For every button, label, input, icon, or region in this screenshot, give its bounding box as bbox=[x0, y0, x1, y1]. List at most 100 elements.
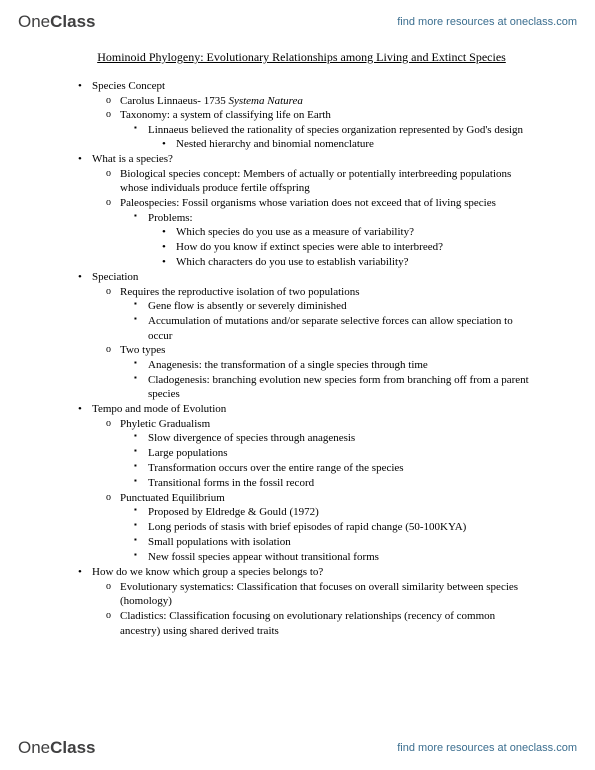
list-item: ▪Transformation occurs over the entire r… bbox=[148, 461, 531, 476]
list-item: o Biological species concept: Members of… bbox=[120, 167, 531, 196]
bullet-icon: ▪ bbox=[134, 476, 137, 487]
list-item: o Two types ▪Anagenesis: the transformat… bbox=[120, 343, 531, 401]
item-text: Small populations with isolation bbox=[148, 536, 291, 548]
item-text: Long periods of stasis with brief episod… bbox=[148, 521, 466, 533]
document-title: Hominoid Phylogeny: Evolutionary Relatio… bbox=[72, 50, 531, 65]
bullet-icon: ▪ bbox=[134, 461, 137, 472]
list-item: o Phyletic Gradualism ▪Slow divergence o… bbox=[120, 417, 531, 491]
bullet-icon: o bbox=[106, 108, 111, 121]
item-text: Requires the reproductive isolation of t… bbox=[120, 286, 360, 298]
bullet-icon: ▪ bbox=[134, 358, 137, 369]
list-item: oEvolutionary systematics: Classificatio… bbox=[120, 580, 531, 609]
list-item: ▪Small populations with isolation bbox=[148, 535, 531, 550]
item-text: Proposed by Eldredge & Gould (1972) bbox=[148, 506, 319, 518]
bullet-icon: o bbox=[106, 196, 111, 209]
list-item: •How do you know if extinct species were… bbox=[176, 240, 531, 255]
bullet-icon: • bbox=[78, 565, 82, 580]
header-resources-link[interactable]: find more resources at oneclass.com bbox=[397, 16, 577, 28]
bullet-icon: • bbox=[78, 79, 82, 94]
list-item: ▪Slow divergence of species through anag… bbox=[148, 431, 531, 446]
item-text: Phyletic Gradualism bbox=[120, 418, 210, 430]
bullet-icon: ▪ bbox=[134, 431, 137, 442]
section-speciation: • Speciation o Requires the reproductive… bbox=[92, 270, 531, 402]
bullet-icon: ▪ bbox=[134, 520, 137, 531]
list-item: ▪ Problems: •Which species do you use as… bbox=[148, 211, 531, 270]
footer-resources-link[interactable]: find more resources at oneclass.com bbox=[397, 742, 577, 754]
list-item: o Punctuated Equilibrium ▪Proposed by El… bbox=[120, 491, 531, 565]
bullet-icon: • bbox=[162, 137, 166, 152]
item-text: Biological species concept: Members of a… bbox=[120, 168, 511, 195]
item-text: Carolus Linnaeus- 1735 Systema Naturea bbox=[120, 95, 303, 107]
list-item: o Paleospecies: Fossil organisms whose v… bbox=[120, 196, 531, 269]
list-item: ▪Transitional forms in the fossil record bbox=[148, 476, 531, 491]
page-footer: OneClass find more resources at oneclass… bbox=[0, 726, 595, 770]
bullet-icon: o bbox=[106, 167, 111, 180]
bullet-icon: • bbox=[78, 402, 82, 417]
item-text: Cladogenesis: branching evolution new sp… bbox=[148, 374, 529, 401]
item-text: Paleospecies: Fossil organisms whose var… bbox=[120, 197, 496, 209]
bullet-icon: ▪ bbox=[134, 314, 137, 325]
item-text: Nested hierarchy and binomial nomenclatu… bbox=[176, 138, 374, 150]
logo-text-class: Class bbox=[50, 738, 95, 758]
item-text: Linnaeus believed the rationality of spe… bbox=[148, 124, 523, 136]
bullet-icon: • bbox=[78, 270, 82, 285]
list-item: o Requires the reproductive isolation of… bbox=[120, 285, 531, 343]
item-text: Which species do you use as a measure of… bbox=[176, 226, 414, 238]
bullet-icon: o bbox=[106, 94, 111, 107]
document-body: Hominoid Phylogeny: Evolutionary Relatio… bbox=[0, 44, 595, 638]
logo-text-one: One bbox=[18, 738, 50, 758]
heading-text: What is a species? bbox=[92, 153, 173, 165]
bullet-icon: • bbox=[78, 152, 82, 167]
item-text: Evolutionary systematics: Classification… bbox=[120, 581, 518, 608]
brand-logo: OneClass bbox=[18, 12, 96, 32]
bullet-icon: o bbox=[106, 343, 111, 356]
bullet-icon: ▪ bbox=[134, 505, 137, 516]
outline-root: • Species Concept o Carolus Linnaeus- 17… bbox=[72, 79, 531, 638]
section-classification: • How do we know which group a species b… bbox=[92, 565, 531, 638]
item-text: Accumulation of mutations and/or separat… bbox=[148, 315, 513, 342]
section-species-concept: • Species Concept o Carolus Linnaeus- 17… bbox=[92, 79, 531, 152]
item-text: Taxonomy: a system of classifying life o… bbox=[120, 109, 331, 121]
item-text: Gene flow is absently or severely dimini… bbox=[148, 300, 347, 312]
bullet-icon: ▪ bbox=[134, 446, 137, 457]
bullet-icon: ▪ bbox=[134, 373, 137, 384]
list-item: •Which characters do you use to establis… bbox=[176, 255, 531, 270]
list-item: oCladistics: Classification focusing on … bbox=[120, 609, 531, 638]
item-text: Anagenesis: the transformation of a sing… bbox=[148, 359, 428, 371]
list-item: • Nested hierarchy and binomial nomencla… bbox=[176, 137, 531, 152]
heading-text: How do we know which group a species bel… bbox=[92, 566, 323, 578]
item-text: Two types bbox=[120, 344, 165, 356]
item-text: Transitional forms in the fossil record bbox=[148, 477, 314, 489]
brand-logo: OneClass bbox=[18, 738, 96, 758]
logo-text-one: One bbox=[18, 12, 50, 32]
item-text: Slow divergence of species through anage… bbox=[148, 432, 355, 444]
bullet-icon: o bbox=[106, 580, 111, 593]
list-item: ▪Proposed by Eldredge & Gould (1972) bbox=[148, 505, 531, 520]
heading-text: Species Concept bbox=[92, 80, 165, 92]
list-item: ▪New fossil species appear without trans… bbox=[148, 550, 531, 565]
item-text: New fossil species appear without transi… bbox=[148, 551, 379, 563]
list-item: ▪Long periods of stasis with brief episo… bbox=[148, 520, 531, 535]
section-what-is-species: • What is a species? o Biological specie… bbox=[92, 152, 531, 269]
list-item: ▪Cladogenesis: branching evolution new s… bbox=[148, 373, 531, 402]
list-item: ▪Anagenesis: the transformation of a sin… bbox=[148, 358, 531, 373]
list-item: o Taxonomy: a system of classifying life… bbox=[120, 108, 531, 152]
bullet-icon: ▪ bbox=[134, 550, 137, 561]
list-item: •Which species do you use as a measure o… bbox=[176, 225, 531, 240]
bullet-icon: o bbox=[106, 285, 111, 298]
bullet-icon: o bbox=[106, 491, 111, 504]
item-text: Punctuated Equilibrium bbox=[120, 492, 225, 504]
list-item: o Carolus Linnaeus- 1735 Systema Naturea bbox=[120, 94, 531, 109]
list-item: ▪Gene flow is absently or severely dimin… bbox=[148, 299, 531, 314]
bullet-icon: o bbox=[106, 609, 111, 622]
item-text: Problems: bbox=[148, 212, 193, 224]
list-item: ▪ Linnaeus believed the rationality of s… bbox=[148, 123, 531, 152]
list-item: ▪Large populations bbox=[148, 446, 531, 461]
bullet-icon: • bbox=[162, 225, 166, 240]
bullet-icon: ▪ bbox=[134, 299, 137, 310]
item-text: Transformation occurs over the entire ra… bbox=[148, 462, 404, 474]
item-text: How do you know if extinct species were … bbox=[176, 241, 443, 253]
page-header: OneClass find more resources at oneclass… bbox=[0, 0, 595, 44]
item-text: Which characters do you use to establish… bbox=[176, 256, 408, 268]
list-item: ▪Accumulation of mutations and/or separa… bbox=[148, 314, 531, 343]
